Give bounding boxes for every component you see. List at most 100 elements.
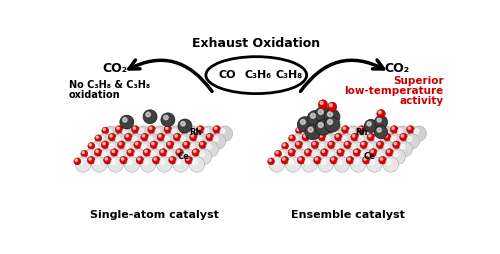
Circle shape: [370, 149, 377, 156]
Circle shape: [148, 125, 156, 133]
Circle shape: [318, 133, 326, 141]
Circle shape: [164, 136, 170, 141]
Circle shape: [397, 141, 412, 157]
Circle shape: [342, 136, 347, 141]
Circle shape: [154, 158, 156, 160]
Circle shape: [117, 127, 119, 130]
Circle shape: [364, 158, 366, 160]
Circle shape: [106, 129, 111, 134]
Circle shape: [351, 133, 358, 141]
Circle shape: [309, 133, 316, 141]
Circle shape: [308, 127, 313, 132]
Circle shape: [315, 120, 330, 135]
Circle shape: [327, 127, 330, 130]
Circle shape: [82, 151, 84, 154]
Circle shape: [282, 158, 285, 160]
Circle shape: [145, 134, 160, 149]
Circle shape: [408, 135, 410, 137]
Circle shape: [298, 117, 313, 132]
Circle shape: [401, 135, 404, 137]
Circle shape: [112, 134, 128, 149]
Circle shape: [377, 118, 382, 122]
Circle shape: [411, 126, 426, 141]
Circle shape: [310, 136, 314, 141]
Circle shape: [392, 127, 394, 130]
Circle shape: [368, 135, 371, 137]
Circle shape: [150, 135, 152, 137]
Circle shape: [315, 107, 330, 122]
Circle shape: [108, 157, 124, 172]
Circle shape: [201, 126, 216, 141]
Circle shape: [208, 135, 210, 137]
Circle shape: [367, 122, 371, 126]
Circle shape: [186, 158, 189, 160]
Circle shape: [98, 149, 114, 164]
Circle shape: [119, 142, 122, 145]
Circle shape: [344, 152, 349, 157]
Circle shape: [310, 113, 316, 118]
Circle shape: [342, 133, 349, 141]
Circle shape: [184, 126, 200, 141]
Circle shape: [144, 160, 148, 164]
Circle shape: [390, 133, 398, 141]
Circle shape: [332, 158, 334, 160]
Circle shape: [206, 133, 214, 141]
Circle shape: [122, 129, 128, 134]
Circle shape: [334, 157, 349, 172]
Circle shape: [177, 150, 180, 152]
Circle shape: [156, 157, 172, 172]
Circle shape: [134, 141, 141, 149]
Circle shape: [200, 142, 203, 145]
Text: CO₂: CO₂: [102, 62, 128, 75]
Circle shape: [385, 135, 388, 137]
Circle shape: [380, 141, 396, 157]
Circle shape: [188, 129, 192, 134]
Circle shape: [141, 144, 146, 149]
Circle shape: [136, 126, 151, 141]
Circle shape: [191, 135, 194, 137]
Circle shape: [367, 133, 375, 141]
Circle shape: [138, 141, 154, 157]
Circle shape: [321, 160, 326, 164]
Circle shape: [199, 141, 206, 149]
Circle shape: [314, 156, 322, 164]
Circle shape: [166, 141, 174, 149]
Circle shape: [414, 129, 419, 134]
Circle shape: [117, 135, 119, 137]
Circle shape: [374, 133, 382, 141]
Circle shape: [334, 133, 342, 141]
Circle shape: [198, 127, 200, 130]
Circle shape: [164, 125, 172, 133]
Text: Superior: Superior: [393, 76, 444, 86]
Circle shape: [173, 157, 188, 172]
Circle shape: [144, 150, 147, 152]
Circle shape: [318, 123, 323, 128]
Circle shape: [302, 144, 308, 149]
Circle shape: [365, 129, 370, 134]
Circle shape: [374, 149, 389, 164]
Circle shape: [306, 150, 308, 152]
Circle shape: [133, 135, 136, 137]
Circle shape: [194, 150, 196, 152]
Circle shape: [161, 113, 175, 127]
Circle shape: [312, 152, 316, 157]
Circle shape: [346, 156, 354, 164]
Circle shape: [196, 149, 212, 164]
Circle shape: [362, 126, 378, 141]
Circle shape: [125, 144, 130, 149]
Circle shape: [150, 141, 158, 149]
Circle shape: [362, 156, 370, 164]
Circle shape: [268, 158, 274, 165]
Circle shape: [89, 141, 104, 157]
Circle shape: [164, 149, 179, 164]
Circle shape: [360, 141, 368, 149]
Circle shape: [213, 136, 218, 141]
Circle shape: [108, 144, 114, 149]
Circle shape: [296, 142, 299, 145]
Circle shape: [398, 129, 402, 134]
Circle shape: [394, 142, 396, 145]
Circle shape: [178, 119, 192, 133]
Circle shape: [122, 158, 124, 160]
Circle shape: [376, 135, 378, 137]
Circle shape: [352, 135, 355, 137]
